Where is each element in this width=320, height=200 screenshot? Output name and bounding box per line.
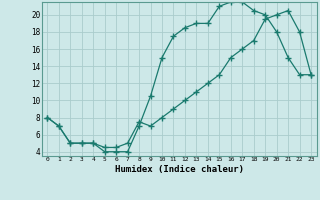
X-axis label: Humidex (Indice chaleur): Humidex (Indice chaleur)	[115, 165, 244, 174]
